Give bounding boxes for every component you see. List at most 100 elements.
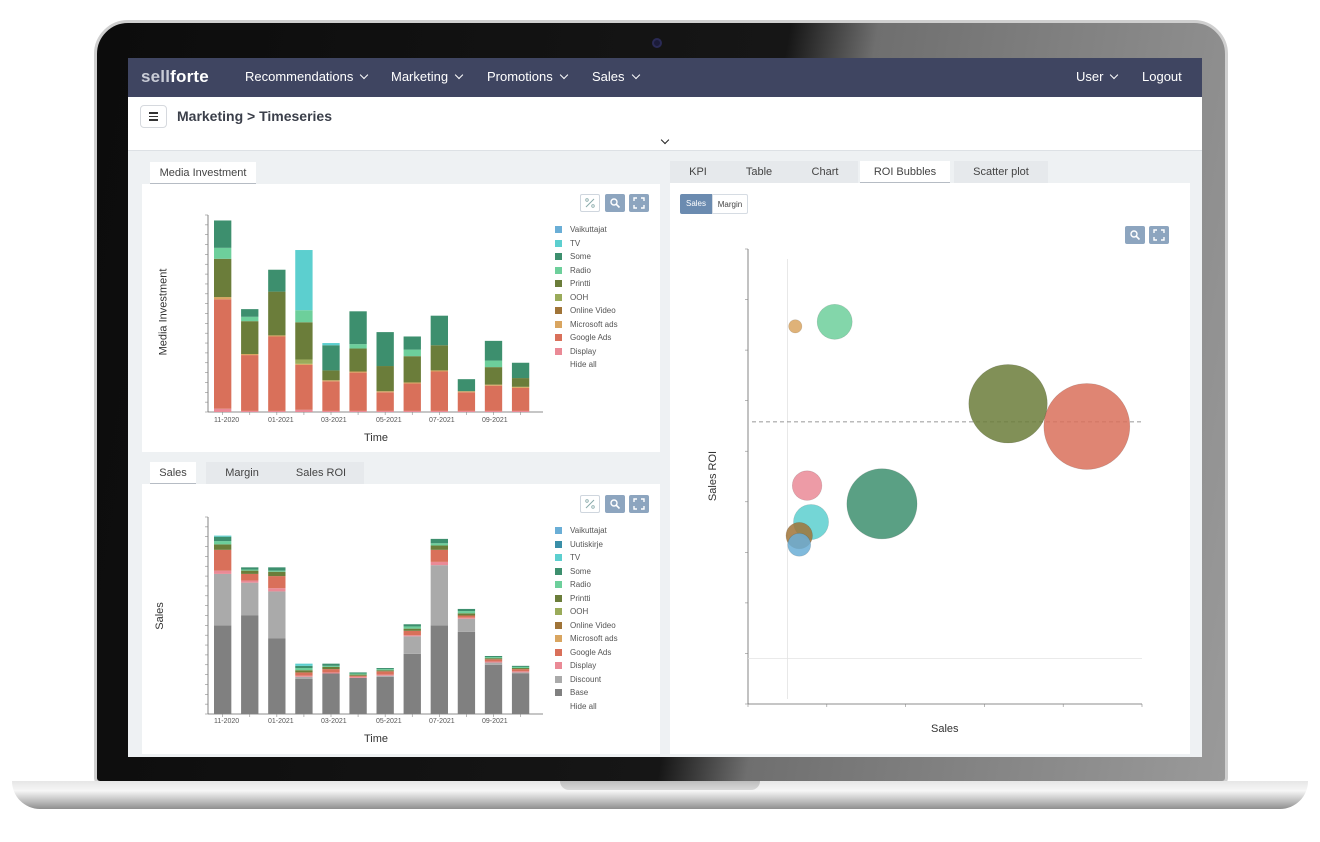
sales-bar-base[interactable]	[268, 638, 286, 714]
toggle-sales-button[interactable]: Sales	[680, 194, 712, 214]
sales-bar-display[interactable]	[511, 671, 530, 673]
legend-item-base[interactable]: Base	[555, 688, 588, 697]
media-bar-microsoft-ads[interactable]	[349, 371, 367, 373]
legend-item-printti[interactable]: Printti	[555, 594, 590, 603]
fullscreen-icon[interactable]	[629, 194, 649, 212]
sales-bar-discount[interactable]	[295, 676, 313, 679]
media-bar-some[interactable]	[430, 315, 448, 346]
bubble-google-ads[interactable]	[1043, 383, 1131, 470]
legend-item-tv[interactable]: TV	[555, 553, 580, 562]
legend-item-radio[interactable]: Radio	[555, 266, 591, 275]
toggle-margin-button[interactable]: Margin	[712, 194, 748, 214]
sales-bar-radio[interactable]	[241, 569, 259, 571]
sales-bar-base[interactable]	[376, 676, 394, 714]
sales-bar-some[interactable]	[376, 668, 394, 670]
tab-kpi[interactable]: KPI	[670, 161, 726, 183]
sales-bar-google-ads[interactable]	[214, 549, 232, 571]
bubble-printti[interactable]	[968, 364, 1048, 444]
tab-sales-roi[interactable]: Sales ROI	[278, 462, 364, 484]
sales-bar-google-ads[interactable]	[457, 615, 476, 618]
media-bar-display[interactable]	[511, 410, 530, 412]
sales-bar-radio[interactable]	[322, 665, 340, 667]
tab-media-investment[interactable]: Media Investment	[150, 162, 256, 184]
media-bar-radio[interactable]	[241, 316, 259, 322]
media-bar-microsoft-ads[interactable]	[484, 384, 503, 386]
sales-bar-display[interactable]	[241, 580, 259, 583]
media-bar-printti[interactable]	[268, 291, 286, 336]
sales-bar-radio[interactable]	[457, 611, 476, 614]
media-bar-radio[interactable]	[403, 349, 421, 357]
sales-bar-display[interactable]	[214, 570, 232, 574]
legend-item-google-ads[interactable]: Google Ads	[555, 648, 611, 657]
percent-toggle-icon[interactable]	[580, 495, 600, 513]
media-bar-google-ads[interactable]	[484, 385, 503, 411]
media-bar-some[interactable]	[511, 362, 530, 379]
media-bar-tv[interactable]	[322, 343, 340, 346]
media-bar-microsoft-ads[interactable]	[430, 370, 448, 372]
bubble-display[interactable]	[791, 470, 823, 501]
media-bar-microsoft-ads[interactable]	[268, 335, 286, 337]
nav-marketing[interactable]: Marketing	[391, 69, 464, 84]
sales-bar-printti[interactable]	[268, 571, 286, 577]
tab-scatter-plot[interactable]: Scatter plot	[954, 161, 1048, 183]
sales-bar-display[interactable]	[322, 672, 340, 674]
media-bar-printti[interactable]	[376, 366, 394, 392]
media-bar-display[interactable]	[322, 410, 340, 412]
sales-bar-printti[interactable]	[241, 570, 259, 574]
media-bar-display[interactable]	[295, 409, 313, 412]
media-bar-microsoft-ads[interactable]	[295, 363, 313, 365]
media-bar-google-ads[interactable]	[241, 355, 259, 411]
sales-bar-base[interactable]	[430, 625, 448, 714]
legend-item-uutiskirje[interactable]: Uutiskirje	[555, 540, 603, 549]
media-bar-google-ads[interactable]	[322, 381, 340, 411]
legend-item-some[interactable]: Some	[555, 252, 591, 261]
sales-bar-discount[interactable]	[214, 573, 232, 626]
media-bar-google-ads[interactable]	[295, 364, 313, 410]
sales-bar-google-ads[interactable]	[322, 669, 340, 673]
sales-bar-base[interactable]	[484, 664, 503, 714]
sales-bar-discount[interactable]	[376, 675, 394, 677]
legend-item-some[interactable]: Some	[555, 567, 591, 576]
media-bar-google-ads[interactable]	[349, 372, 367, 411]
percent-toggle-icon[interactable]	[580, 194, 600, 212]
media-bar-some[interactable]	[322, 345, 340, 371]
legend-item-microsoft-ads[interactable]: Microsoft ads	[555, 320, 618, 329]
logout-link[interactable]: Logout	[1142, 69, 1182, 84]
sales-bar-discount[interactable]	[457, 618, 476, 632]
media-bar-printti[interactable]	[295, 322, 313, 360]
sales-bar-some[interactable]	[403, 624, 421, 627]
media-bar-microsoft-ads[interactable]	[511, 386, 530, 388]
bubble-microsoft-ads[interactable]	[788, 319, 803, 334]
sales-bar-radio[interactable]	[268, 570, 286, 572]
legend-item-vaikuttajat[interactable]: Vaikuttajat	[555, 225, 607, 234]
sales-bar-printti[interactable]	[484, 658, 503, 660]
sales-bar-google-ads[interactable]	[484, 659, 503, 662]
sales-bar-some[interactable]	[484, 655, 503, 658]
bubble-radio[interactable]	[816, 303, 853, 340]
sales-bar-display[interactable]	[349, 676, 367, 678]
media-bar-microsoft-ads[interactable]	[376, 391, 394, 393]
tab-sales[interactable]: Sales	[150, 462, 196, 484]
sales-bar-radio[interactable]	[295, 668, 313, 671]
media-bar-radio[interactable]	[214, 247, 232, 259]
sales-bar-some[interactable]	[349, 672, 367, 674]
sales-bar-printti[interactable]	[349, 674, 367, 676]
media-bar-microsoft-ads[interactable]	[322, 380, 340, 382]
legend-item-hide-all[interactable]: Hide all	[555, 702, 597, 711]
media-bar-some[interactable]	[214, 220, 232, 248]
sales-bar-printti[interactable]	[457, 613, 476, 616]
media-bar-printti[interactable]	[322, 370, 340, 381]
media-bar-google-ads[interactable]	[214, 299, 232, 409]
sales-bar-tv[interactable]	[295, 663, 313, 666]
media-bar-tv[interactable]	[295, 250, 313, 311]
sales-bar-google-ads[interactable]	[376, 671, 394, 675]
nav-sales[interactable]: Sales	[592, 69, 640, 84]
legend-item-hide-all[interactable]: Hide all	[555, 360, 597, 369]
media-bar-microsoft-ads[interactable]	[214, 297, 232, 300]
sales-bar-base[interactable]	[457, 631, 476, 714]
media-bar-display[interactable]	[376, 410, 394, 412]
sales-bar-radio[interactable]	[484, 657, 503, 659]
media-bar-radio[interactable]	[484, 360, 503, 368]
sales-bar-base[interactable]	[403, 653, 421, 714]
media-bar-google-ads[interactable]	[511, 387, 530, 411]
